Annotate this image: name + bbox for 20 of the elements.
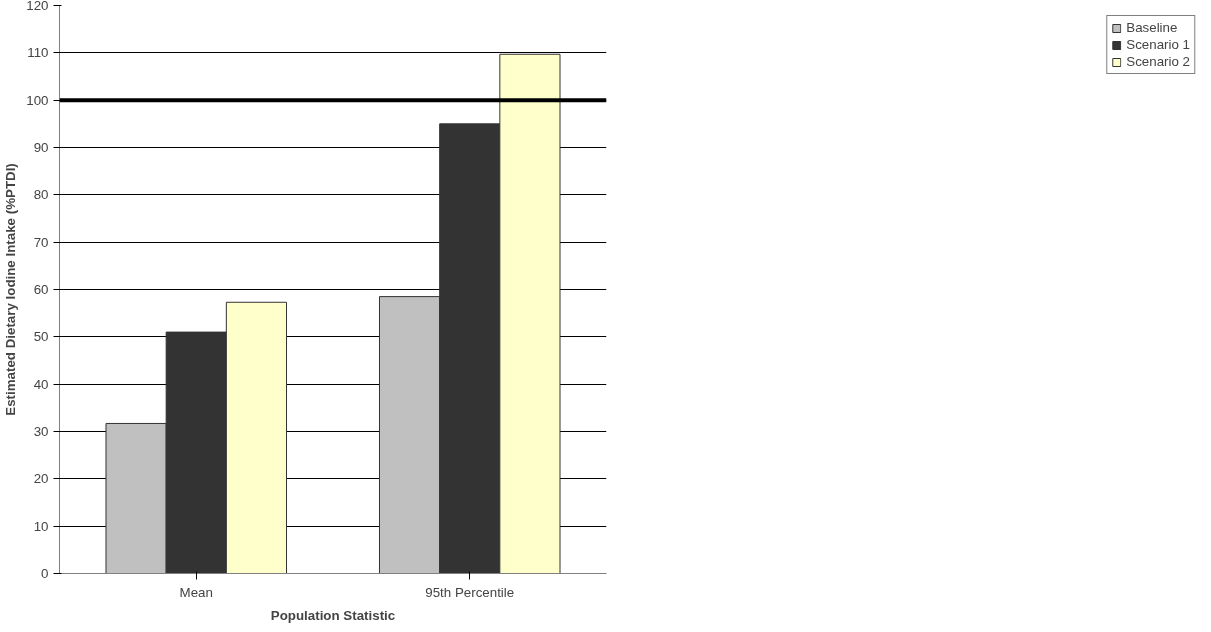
y-tick-label: 100 [26, 92, 49, 108]
y-tick-label: 70 [33, 234, 49, 250]
y-tick-label: 110 [27, 45, 49, 61]
y-tick-label: 50 [33, 329, 49, 345]
y-tick-label: 10 [33, 518, 49, 534]
y-tick-label: 20 [33, 471, 49, 487]
legend-label: Scenario 2 [1126, 54, 1190, 69]
legend-label: Scenario 1 [1126, 37, 1190, 52]
y-tick-label: 30 [33, 424, 49, 439]
y-tick-label: 0 [41, 566, 49, 581]
y-tick-label: 80 [33, 187, 49, 203]
x-tick-label: 95th Percentile [425, 584, 515, 600]
y-tick-label: 60 [33, 282, 49, 297]
y-axis-title: Estimated Dietary Iodine Intake (%PTDI) [3, 163, 19, 416]
legend-label: Baseline [1126, 20, 1178, 35]
y-tick-label: 90 [33, 140, 49, 155]
x-axis-title: Population Statistic [270, 607, 396, 623]
y-tick-label: 40 [33, 376, 49, 392]
y-tick-label: 120 [26, 0, 49, 13]
x-tick-label: Mean [179, 584, 213, 600]
